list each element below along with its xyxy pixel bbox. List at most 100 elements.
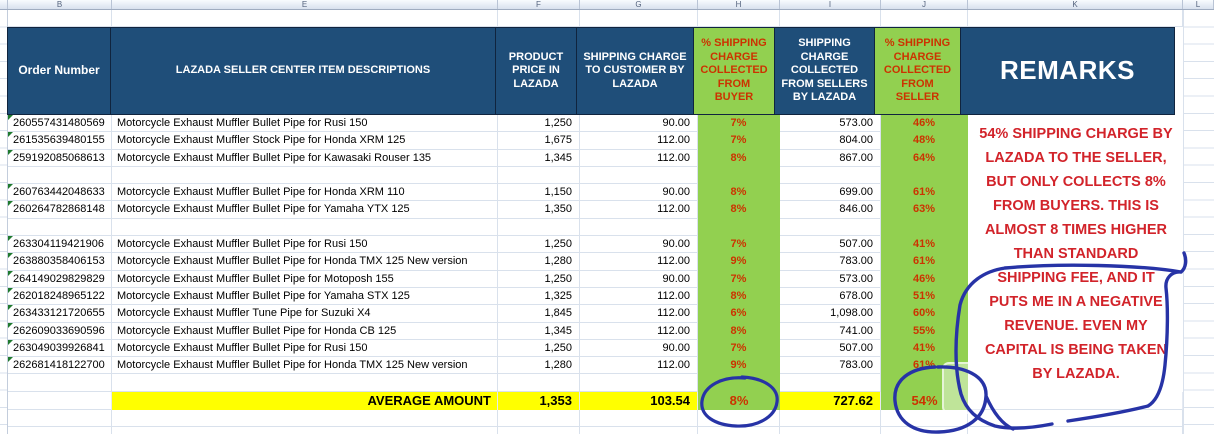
- cell-order-number[interactable]: 263304119421906: [8, 236, 112, 254]
- cell-order-number[interactable]: 264149029829829: [8, 270, 112, 288]
- cell-pct-from-buyer[interactable]: 7%: [698, 236, 780, 254]
- cell-product-price[interactable]: 1,345: [498, 322, 580, 340]
- cell-charge-from-seller[interactable]: [780, 218, 881, 237]
- cell-order-number[interactable]: 262609033690596: [8, 322, 112, 340]
- cell-pct-from-seller[interactable]: 64%: [881, 149, 968, 167]
- cell-pct-from-buyer[interactable]: 8%: [698, 322, 780, 340]
- cell-charge-from-seller[interactable]: 867.00: [780, 149, 881, 167]
- cell-item-description[interactable]: Motorcycle Exhaust Muffler Bullet Pipe f…: [112, 115, 498, 133]
- cell[interactable]: [498, 409, 580, 428]
- cell-product-price[interactable]: 1,250: [498, 339, 580, 358]
- column-letter[interactable]: K: [968, 0, 1183, 9]
- cell[interactable]: [780, 427, 881, 434]
- column-letter[interactable]: E: [112, 0, 498, 9]
- cell[interactable]: [968, 409, 1183, 428]
- cell[interactable]: [580, 409, 698, 428]
- cell-order-number[interactable]: 263880358406153: [8, 253, 112, 271]
- column-letter[interactable]: J: [881, 0, 968, 9]
- cell-pct-from-seller[interactable]: [881, 218, 968, 237]
- cell-product-price[interactable]: 1,250: [498, 115, 580, 133]
- average-pct-from-buyer[interactable]: 8%: [698, 391, 780, 410]
- cell[interactable]: [698, 427, 780, 434]
- cell-product-price[interactable]: 1,350: [498, 201, 580, 219]
- cell-product-price[interactable]: 1,280: [498, 357, 580, 375]
- cell-charge-from-seller[interactable]: [780, 166, 881, 185]
- column-letter[interactable]: B: [8, 0, 112, 9]
- cell[interactable]: [968, 427, 1183, 434]
- cell-pct-from-seller[interactable]: 63%: [881, 201, 968, 219]
- average-product-price[interactable]: 1,353: [498, 391, 580, 410]
- cell-pct-from-seller[interactable]: 48%: [881, 132, 968, 150]
- cell-pct-from-seller[interactable]: 51%: [881, 287, 968, 306]
- cell-order-number[interactable]: 259192085068613: [8, 149, 112, 167]
- cell-charge-from-seller[interactable]: 1,098.00: [780, 305, 881, 323]
- average-label[interactable]: AVERAGE AMOUNT: [112, 391, 498, 410]
- cell[interactable]: [8, 427, 112, 434]
- cell-order-number[interactable]: [8, 166, 112, 185]
- cell-shipping-charge[interactable]: 90.00: [580, 115, 698, 133]
- cell-item-description[interactable]: [112, 374, 498, 392]
- cell[interactable]: [580, 427, 698, 434]
- average-charge-from-seller[interactable]: 727.62: [780, 391, 881, 410]
- cell-order-number[interactable]: 263433121720655: [8, 305, 112, 323]
- cell-product-price[interactable]: 1,675: [498, 132, 580, 150]
- column-letter[interactable]: H: [698, 0, 780, 9]
- cell-shipping-charge[interactable]: 90.00: [580, 184, 698, 202]
- cell-pct-from-buyer[interactable]: 8%: [698, 201, 780, 219]
- header-charge-from-sellers[interactable]: SHIPPING CHARGE COLLECTED FROM SELLERS B…: [774, 27, 875, 115]
- cell[interactable]: [8, 10, 112, 27]
- cell-pct-from-seller[interactable]: 46%: [881, 115, 968, 133]
- cell-charge-from-seller[interactable]: 678.00: [780, 287, 881, 306]
- cell-pct-from-buyer[interactable]: 7%: [698, 270, 780, 288]
- cell-charge-from-seller[interactable]: 507.00: [780, 339, 881, 358]
- cell[interactable]: [498, 10, 580, 27]
- cell-charge-from-seller[interactable]: 507.00: [780, 236, 881, 254]
- cell-item-description[interactable]: Motorcycle Exhaust Muffler Bullet Pipe f…: [112, 253, 498, 271]
- header-item-descriptions[interactable]: LAZADA SELLER CENTER ITEM DESCRIPTIONS: [110, 27, 496, 115]
- cell-product-price[interactable]: 1,345: [498, 149, 580, 167]
- cell-pct-from-seller[interactable]: 61%: [881, 253, 968, 271]
- cell-charge-from-seller[interactable]: 846.00: [780, 201, 881, 219]
- cell-product-price[interactable]: 1,250: [498, 236, 580, 254]
- cell-item-description[interactable]: Motorcycle Exhaust Muffler Tune Pipe for…: [112, 305, 498, 323]
- cell-pct-from-buyer[interactable]: [698, 218, 780, 237]
- cell-shipping-charge[interactable]: 90.00: [580, 236, 698, 254]
- cell-item-description[interactable]: Motorcycle Exhaust Muffler Bullet Pipe f…: [112, 339, 498, 358]
- cell-order-number[interactable]: 262018248965122: [8, 287, 112, 306]
- cell[interactable]: [112, 409, 498, 428]
- cell-pct-from-buyer[interactable]: 9%: [698, 357, 780, 375]
- cell-product-price[interactable]: [498, 218, 580, 237]
- header-order-number[interactable]: Order Number: [7, 27, 111, 115]
- cell-shipping-charge[interactable]: 112.00: [580, 322, 698, 340]
- cell[interactable]: [881, 427, 968, 434]
- cell[interactable]: [8, 391, 112, 410]
- header-pct-from-seller[interactable]: % SHIPPING CHARGE COLLECTED FROM SELLER: [874, 27, 961, 115]
- cell-pct-from-seller[interactable]: 60%: [881, 305, 968, 323]
- cell-pct-from-buyer[interactable]: 6%: [698, 305, 780, 323]
- header-pct-from-buyer[interactable]: % SHIPPING CHARGE COLLECTED FROM BUYER: [693, 27, 775, 115]
- cell-item-description[interactable]: Motorcycle Exhaust Muffler Bullet Pipe f…: [112, 322, 498, 340]
- cell-shipping-charge[interactable]: [580, 374, 698, 392]
- cell-item-description[interactable]: Motorcycle Exhaust Muffler Bullet Pipe f…: [112, 201, 498, 219]
- cell[interactable]: [698, 409, 780, 428]
- cell-product-price[interactable]: 1,325: [498, 287, 580, 306]
- cell-charge-from-seller[interactable]: 783.00: [780, 357, 881, 375]
- cell-order-number[interactable]: 260763442048633: [8, 184, 112, 202]
- cell-order-number[interactable]: [8, 374, 112, 392]
- cell-charge-from-seller[interactable]: 804.00: [780, 132, 881, 150]
- cell-shipping-charge[interactable]: 112.00: [580, 149, 698, 167]
- cell[interactable]: [780, 409, 881, 428]
- header-product-price[interactable]: PRODUCT PRICE IN LAZADA: [495, 27, 577, 115]
- column-letter[interactable]: L: [1183, 0, 1214, 9]
- column-letter[interactable]: [0, 0, 8, 9]
- cell[interactable]: [112, 427, 498, 434]
- cell-charge-from-seller[interactable]: 573.00: [780, 270, 881, 288]
- cell[interactable]: [8, 409, 112, 428]
- cell-item-description[interactable]: [112, 166, 498, 185]
- header-remarks[interactable]: REMARKS: [960, 27, 1175, 115]
- cell-shipping-charge[interactable]: 112.00: [580, 253, 698, 271]
- cell-item-description[interactable]: [112, 218, 498, 237]
- cell[interactable]: [780, 10, 881, 27]
- cell-shipping-charge[interactable]: 90.00: [580, 270, 698, 288]
- cell-pct-from-seller[interactable]: [881, 166, 968, 185]
